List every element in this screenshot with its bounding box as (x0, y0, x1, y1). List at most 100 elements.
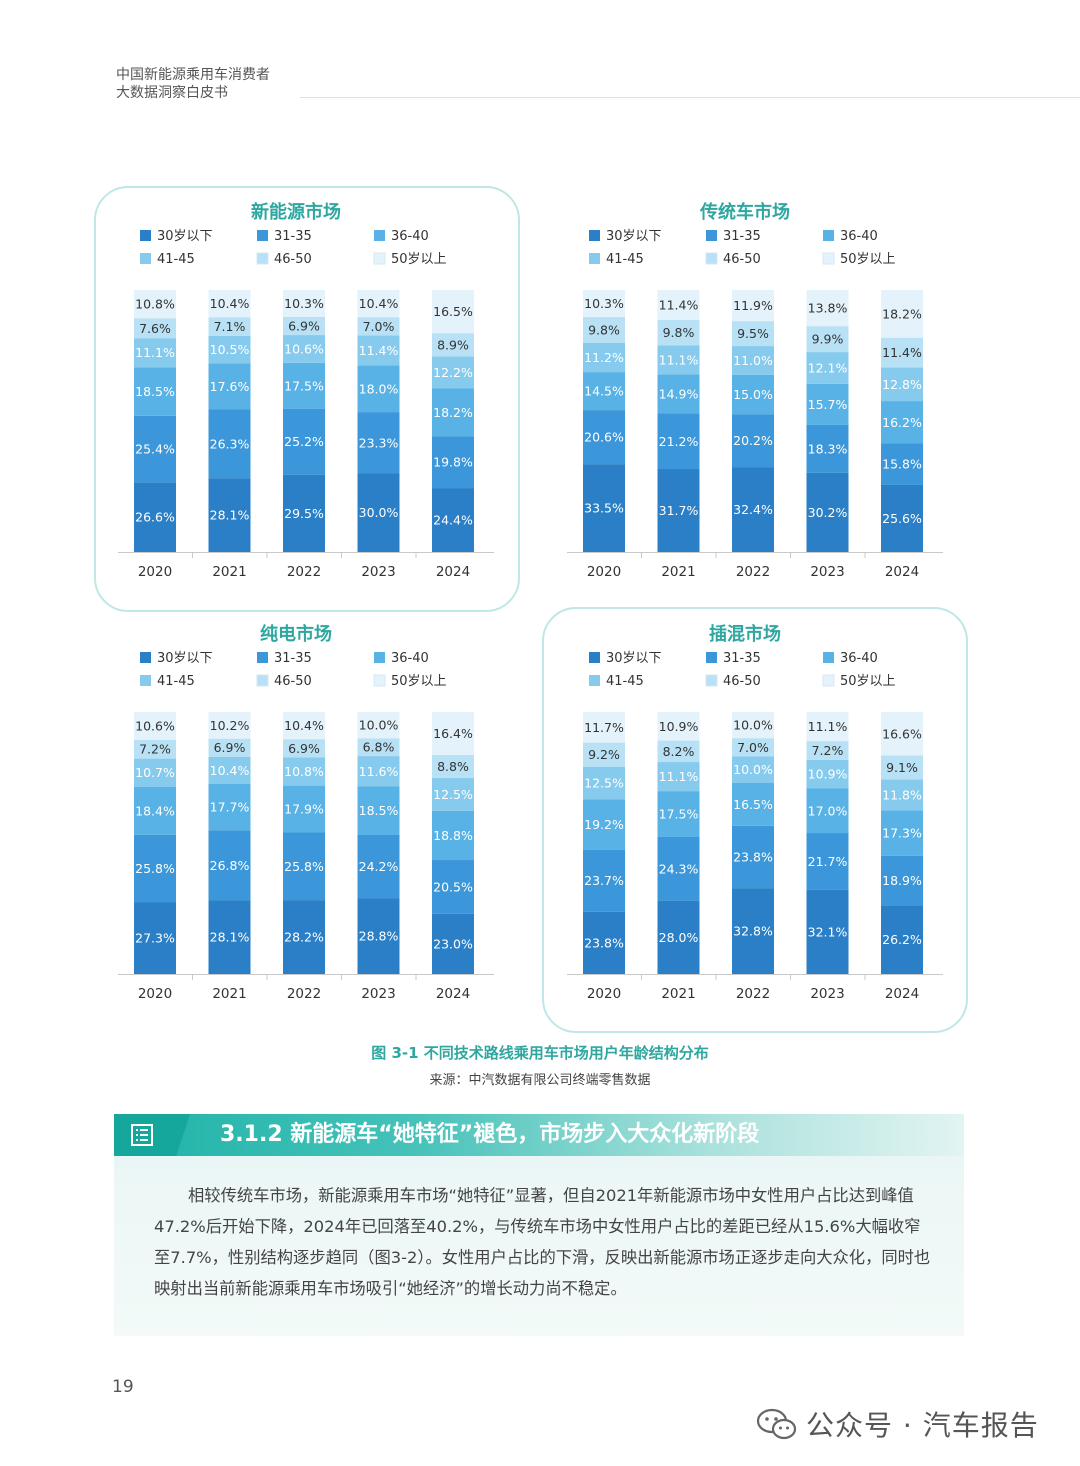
data-label: 18.2% (882, 306, 922, 321)
bar-segment (583, 849, 625, 912)
x-tick-label: 2022 (736, 986, 770, 1002)
legend-label: 30岁以下 (606, 229, 662, 244)
data-label: 10.6% (284, 341, 324, 356)
data-label: 11.6% (359, 764, 399, 779)
bar-segment (881, 443, 923, 485)
data-label: 8.9% (437, 337, 469, 352)
data-label: 10.9% (808, 767, 848, 782)
data-label: 16.2% (882, 415, 922, 430)
x-tick-label: 2024 (885, 986, 919, 1002)
data-label: 17.7% (210, 800, 250, 815)
data-label: 33.5% (584, 501, 624, 516)
bar-segment (806, 712, 849, 742)
data-label: 17.5% (284, 378, 324, 393)
bar-segment (657, 791, 700, 837)
bar-segment (357, 317, 400, 336)
data-label: 7.2% (812, 743, 844, 758)
bar-segment (806, 352, 849, 384)
legend-label: 46-50 (723, 252, 761, 267)
bar-segment (881, 401, 923, 444)
bar-segment (432, 754, 474, 779)
data-label: 17.5% (659, 807, 699, 822)
data-label: 7.0% (363, 319, 395, 334)
legend-label: 30岁以下 (157, 651, 213, 666)
data-label: 10.7% (135, 765, 175, 780)
data-label: 32.4% (733, 502, 773, 517)
data-label: 23.0% (433, 936, 473, 951)
bar-segment (732, 738, 774, 757)
bar-segment (806, 472, 849, 552)
data-label: 17.9% (284, 802, 324, 817)
data-label: 26.8% (210, 858, 250, 873)
header-line-1: 中国新能源乘用车消费者 (116, 67, 270, 83)
data-label: 11.4% (882, 345, 922, 360)
bar-segment (583, 372, 625, 411)
data-label: 10.5% (210, 342, 250, 357)
data-label: 10.6% (135, 718, 175, 733)
data-label: 18.4% (135, 803, 175, 818)
bar-segment (357, 365, 400, 413)
chart-title: 新能源市场 (251, 201, 341, 223)
data-label: 28.1% (210, 508, 250, 523)
legend-label: 41-45 (157, 674, 195, 689)
bar-segment (134, 367, 176, 416)
bar-segment (432, 913, 474, 974)
x-tick-label: 2020 (138, 986, 172, 1002)
data-label: 7.0% (737, 740, 769, 755)
bar-segment (283, 290, 325, 317)
data-label: 17.3% (882, 826, 922, 841)
x-tick-label: 2024 (436, 564, 470, 580)
data-label: 11.1% (659, 769, 699, 784)
bar-segment (432, 712, 474, 755)
bar-segment (134, 290, 176, 319)
bar-segment (732, 346, 774, 375)
data-label: 12.5% (584, 776, 624, 791)
legend-label: 50岁以上 (391, 674, 447, 689)
chart-title: 传统车市场 (699, 201, 790, 223)
data-label: 11.2% (584, 350, 624, 365)
data-label: 11.9% (733, 298, 773, 313)
data-label: 10.4% (359, 296, 399, 311)
bar-segment (583, 766, 625, 800)
data-label: 7.1% (214, 319, 246, 334)
bar-segment (357, 290, 400, 318)
data-label: 16.5% (433, 304, 473, 319)
legend-label: 50岁以上 (840, 252, 896, 267)
bar-segment (657, 900, 700, 974)
data-label: 18.8% (433, 828, 473, 843)
bar-segment (583, 410, 625, 465)
legend-label: 30岁以下 (606, 651, 662, 666)
data-label: 26.3% (210, 436, 250, 451)
data-label: 9.8% (588, 322, 620, 337)
header-rule (300, 97, 1080, 98)
legend-label: 36-40 (840, 229, 878, 244)
bar-segment (357, 738, 400, 757)
bar-segment (583, 712, 625, 743)
data-label: 11.7% (584, 720, 624, 735)
bar-segment (134, 482, 176, 552)
bar-segment (732, 290, 774, 322)
bar-segment (732, 467, 774, 552)
legend-swatch (256, 252, 269, 265)
bar-segment (208, 363, 251, 410)
data-label: 23.3% (359, 435, 399, 450)
bar-segment (657, 469, 700, 552)
bar-segment (881, 905, 923, 974)
data-label: 24.4% (433, 513, 473, 528)
data-label: 10.4% (284, 718, 324, 733)
bar-segment (583, 342, 625, 373)
bar-segment (357, 412, 400, 474)
data-label: 9.5% (737, 326, 769, 341)
bar-segment (357, 473, 400, 552)
bar-segment (432, 860, 474, 914)
data-label: 8.2% (663, 744, 695, 759)
data-label: 10.9% (659, 719, 699, 734)
data-label: 28.8% (359, 929, 399, 944)
bar-segment (208, 317, 251, 336)
x-tick-label: 2020 (587, 564, 621, 580)
legend-label: 50岁以上 (391, 252, 447, 267)
legend-swatch (140, 230, 151, 241)
legend-swatch (705, 674, 718, 687)
bar-segment (134, 415, 176, 483)
data-label: 20.5% (433, 879, 473, 894)
